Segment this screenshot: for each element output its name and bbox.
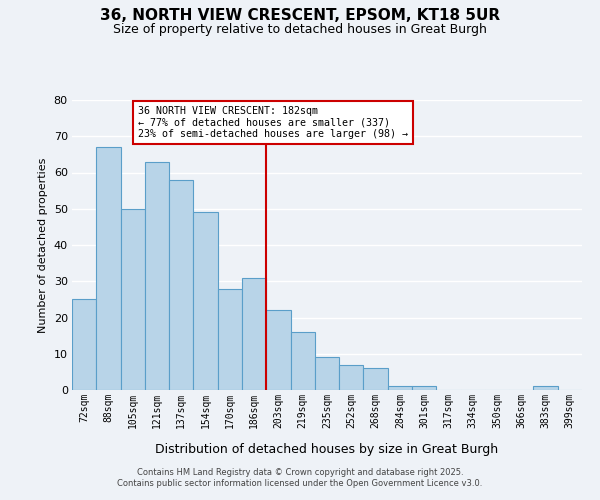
Text: 36 NORTH VIEW CRESCENT: 182sqm
← 77% of detached houses are smaller (337)
23% of: 36 NORTH VIEW CRESCENT: 182sqm ← 77% of … bbox=[139, 106, 409, 139]
Text: Contains HM Land Registry data © Crown copyright and database right 2025.
Contai: Contains HM Land Registry data © Crown c… bbox=[118, 468, 482, 487]
Text: 36, NORTH VIEW CRESCENT, EPSOM, KT18 5UR: 36, NORTH VIEW CRESCENT, EPSOM, KT18 5UR bbox=[100, 8, 500, 22]
Bar bbox=[145, 162, 169, 390]
Bar bbox=[412, 386, 436, 390]
Bar bbox=[169, 180, 193, 390]
Bar bbox=[72, 300, 96, 390]
Bar bbox=[193, 212, 218, 390]
Bar bbox=[315, 358, 339, 390]
Text: Distribution of detached houses by size in Great Burgh: Distribution of detached houses by size … bbox=[155, 442, 499, 456]
Bar bbox=[121, 209, 145, 390]
Bar bbox=[364, 368, 388, 390]
Bar bbox=[242, 278, 266, 390]
Bar bbox=[388, 386, 412, 390]
Y-axis label: Number of detached properties: Number of detached properties bbox=[38, 158, 48, 332]
Bar bbox=[533, 386, 558, 390]
Text: Size of property relative to detached houses in Great Burgh: Size of property relative to detached ho… bbox=[113, 22, 487, 36]
Bar bbox=[96, 147, 121, 390]
Bar bbox=[218, 288, 242, 390]
Bar bbox=[266, 310, 290, 390]
Bar bbox=[339, 364, 364, 390]
Bar bbox=[290, 332, 315, 390]
